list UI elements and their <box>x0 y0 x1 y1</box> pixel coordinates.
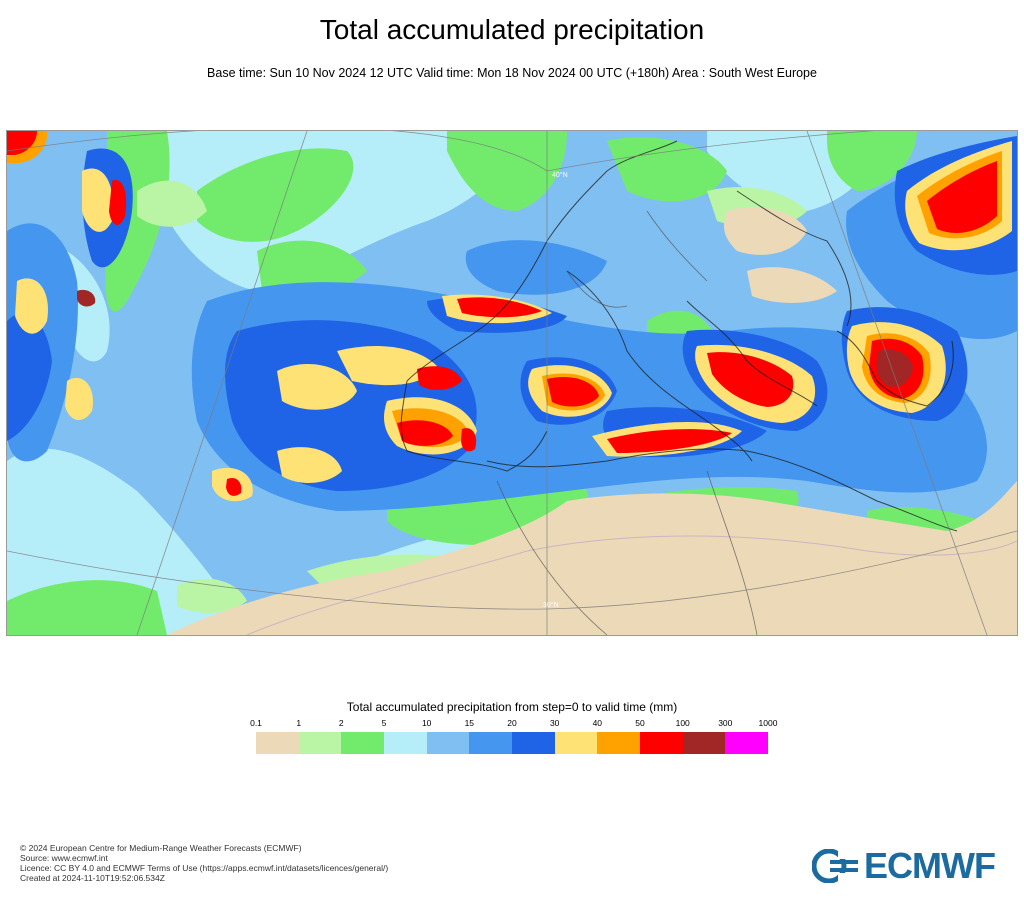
legend-swatch <box>298 732 342 754</box>
legend-swatch <box>640 732 683 754</box>
footer-source: Source: www.ecmwf.int <box>20 853 108 863</box>
legend-swatch <box>512 732 555 754</box>
footer-licence: Licence: CC BY 4.0 and ECMWF Terms of Us… <box>20 863 389 873</box>
precip-0.1mm-areas <box>167 207 1017 635</box>
legend-swatch <box>384 732 427 754</box>
ecmwf-logo: ECMWF <box>812 846 1012 886</box>
precipitation-map: 40°N 30°N <box>6 130 1018 636</box>
footer-copyright: © 2024 European Centre for Medium-Range … <box>20 843 302 853</box>
legend-tick: 20 <box>507 718 517 728</box>
borders <box>496 210 758 635</box>
legend-swatch <box>554 732 598 754</box>
legend-swatch <box>341 732 385 754</box>
legend-swatch <box>597 732 641 754</box>
gridline-label-40n: 40°N <box>552 171 568 179</box>
ecmwf-logo-text: ECMWF <box>864 845 996 886</box>
legend-tick: 10 <box>421 718 432 728</box>
legend-tick: 1000 <box>758 718 778 728</box>
gridline-label-30n: 30°N <box>543 601 559 609</box>
precip-100mm-areas <box>77 289 913 387</box>
legend-tick: 50 <box>635 718 645 728</box>
legend-swatch <box>469 732 513 754</box>
map-svg: 40°N 30°N <box>7 131 1017 635</box>
legend-title: Total accumulated precipitation from ste… <box>346 700 678 714</box>
legend-tick: 5 <box>381 718 387 728</box>
legend-tick: 0.1 <box>250 718 262 728</box>
graticule <box>7 131 1017 635</box>
legend-colorbar <box>256 732 769 754</box>
chart-subtitle: Base time: Sun 10 Nov 2024 12 UTC Valid … <box>207 66 817 80</box>
legend-swatch <box>426 732 470 754</box>
chart-title: Total accumulated precipitation <box>319 14 705 45</box>
legend-tick: 1 <box>296 718 302 728</box>
legend-swatch <box>256 732 299 754</box>
footer-created: Created at 2024-11-10T19:52:06.534Z <box>20 873 165 883</box>
legend-swatch <box>682 732 726 754</box>
contour-line <box>246 535 1017 635</box>
legend-tick: 30 <box>549 718 560 728</box>
footer-credits: © 2024 European Centre for Medium-Range … <box>20 843 388 883</box>
legend-tick: 15 <box>464 718 475 728</box>
legend-tick: 100 <box>675 718 690 728</box>
legend-tick: 40 <box>592 718 603 728</box>
legend-tick: 300 <box>718 718 733 728</box>
ecmwf-logo-icon <box>812 849 858 883</box>
legend-tick: 2 <box>338 718 344 728</box>
legend-ticks: 0.1 1 2 5 10 15 20 30 40 50 100 300 1000 <box>0 718 1024 730</box>
legend-swatch <box>725 732 769 754</box>
